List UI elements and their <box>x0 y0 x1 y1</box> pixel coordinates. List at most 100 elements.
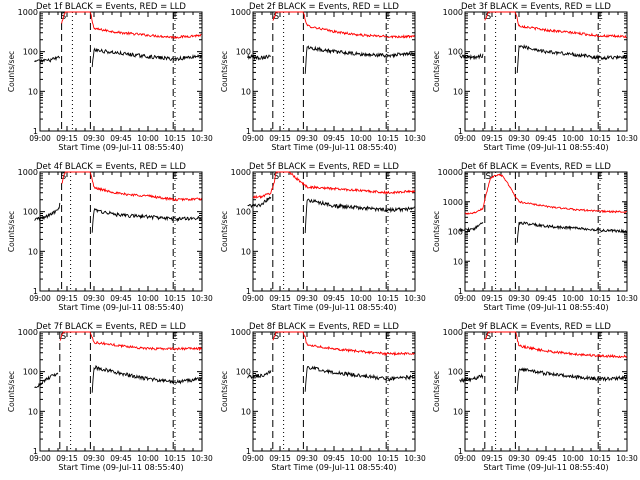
black-series-line <box>34 55 61 65</box>
red-series-line <box>61 171 202 202</box>
x-tick-label: 09:45 <box>535 454 557 463</box>
y-tick-label: 1 <box>246 287 251 296</box>
x-tick-label: 10:30 <box>616 454 638 463</box>
x-tick-label: 10:30 <box>616 294 638 303</box>
panel-title: Det 8f BLACK = Events, RED = LLD <box>249 322 399 332</box>
black-series-line <box>91 207 202 233</box>
y-axis-label: Counts/sec <box>432 211 441 252</box>
x-tick-label: 10:30 <box>191 294 213 303</box>
x-axis-label: Start Time (09-Jul-11 08:55:40) <box>483 463 608 472</box>
x-axis-label: Start Time (09-Jul-11 08:55:40) <box>271 463 396 472</box>
y-tick-label: 1000 <box>231 8 251 17</box>
y-tick-label: 100 <box>236 208 251 217</box>
y-tick-label: 1 <box>458 447 463 456</box>
x-tick-label: 10:15 <box>164 134 186 143</box>
black-series-line <box>516 43 628 73</box>
x-tick-label: 10:30 <box>191 134 213 143</box>
y-tick-label: 1 <box>458 127 463 136</box>
panel-title: Det 3f BLACK = Events, RED = LLD <box>461 2 611 12</box>
x-tick-label: 09:45 <box>110 294 132 303</box>
black-series-line <box>304 198 415 234</box>
x-tick-label: 09:15 <box>56 454 78 463</box>
x-tick-label: 10:15 <box>164 294 186 303</box>
x-tick-label: 10:00 <box>350 294 372 303</box>
x-tick-label: 09:15 <box>269 134 291 143</box>
y-tick-label: 10 <box>28 87 38 96</box>
x-tick-label: 09:15 <box>269 294 291 303</box>
y-tick-label: 10 <box>241 247 251 256</box>
x-tick-label: 10:00 <box>350 454 372 463</box>
x-tick-label: 10:00 <box>137 294 159 303</box>
y-tick-label: 10 <box>241 407 251 416</box>
x-tick-label: 10:15 <box>377 134 399 143</box>
plot-frame <box>39 11 203 132</box>
y-tick-label: 1 <box>246 127 251 136</box>
y-tick-label: 100 <box>448 228 463 237</box>
x-tick-label: 09:15 <box>481 134 503 143</box>
x-tick-label: 10:00 <box>562 454 584 463</box>
black-series-line <box>459 53 484 61</box>
x-tick-label: 09:45 <box>323 134 345 143</box>
start-marker: S <box>486 332 492 342</box>
y-tick-label: 1000 <box>18 168 38 177</box>
x-tick-label: 09:45 <box>535 134 557 143</box>
y-tick-label: 1 <box>33 447 38 456</box>
red-series-line <box>59 331 202 352</box>
panel-title: Det 9f BLACK = Events, RED = LLD <box>461 322 611 332</box>
panel-title: Det 2f BLACK = Events, RED = LLD <box>249 2 399 12</box>
x-tick-label: 09:15 <box>481 294 503 303</box>
x-tick-label: 09:30 <box>508 294 530 303</box>
x-tick-label: 09:30 <box>296 294 318 303</box>
y-axis-label: Counts/sec <box>7 211 16 252</box>
panel-3: Det 3f BLACK = Events, RED = LLD 1 10 100 10… <box>432 2 638 152</box>
x-tick-label: 09:30 <box>296 134 318 143</box>
x-tick-label: 09:00 <box>242 134 264 143</box>
x-tick-label: 10:30 <box>404 134 426 143</box>
black-series-line <box>91 47 203 68</box>
panel-title: Det 1f BLACK = Events, RED = LLD <box>36 2 186 12</box>
y-axis-label: Counts/sec <box>220 211 229 252</box>
y-tick-label: 1 <box>33 127 38 136</box>
panel-6: Det 6f BLACK = Events, RED = LLD 1 10 100 10… <box>432 162 638 312</box>
start-marker: S <box>61 332 67 342</box>
y-tick-label: 1000 <box>443 328 463 337</box>
black-series-line <box>304 45 416 74</box>
y-tick-label: 10000 <box>438 168 463 177</box>
y-axis-label: Counts/sec <box>7 51 16 92</box>
x-tick-label: 10:15 <box>589 294 611 303</box>
start-marker: S <box>274 172 280 182</box>
panel-9: Det 9f BLACK = Events, RED = LLD 1 10 100 10… <box>432 322 638 472</box>
x-tick-label: 10:30 <box>191 454 213 463</box>
panel-4: Det 4f BLACK = Events, RED = LLD 1 10 100 10… <box>7 162 213 312</box>
x-tick-label: 10:15 <box>589 454 611 463</box>
y-tick-label: 1 <box>246 447 251 456</box>
y-tick-label: 1000 <box>443 198 463 207</box>
end-marker: E <box>597 332 603 342</box>
red-series-line <box>464 173 628 215</box>
start-marker: S <box>274 12 280 22</box>
black-series-line <box>34 372 59 388</box>
end-marker: E <box>385 12 391 22</box>
x-axis-label: Start Time (09-Jul-11 08:55:40) <box>58 303 183 312</box>
black-series-line <box>34 202 61 222</box>
x-tick-label: 10:30 <box>404 294 426 303</box>
y-tick-label: 10 <box>453 407 463 416</box>
x-tick-label: 09:15 <box>56 294 78 303</box>
x-tick-label: 09:30 <box>83 454 105 463</box>
panel-title: Det 6f BLACK = Events, RED = LLD <box>461 162 611 172</box>
plot-frame <box>252 11 416 132</box>
y-tick-label: 10 <box>28 247 38 256</box>
y-tick-label: 1000 <box>231 328 251 337</box>
panel-2: Det 2f BLACK = Events, RED = LLD 1 10 100 10… <box>220 2 426 152</box>
x-tick-label: 09:00 <box>242 454 264 463</box>
y-tick-label: 100 <box>23 48 38 57</box>
red-series-line <box>484 11 627 39</box>
panel-8: Det 8f BLACK = Events, RED = LLD 1 10 100 10… <box>220 322 426 472</box>
red-series-line <box>272 11 415 39</box>
x-tick-label: 09:00 <box>454 294 476 303</box>
x-tick-label: 09:15 <box>56 134 78 143</box>
start-marker: S <box>486 172 492 182</box>
black-series-line <box>247 53 272 61</box>
end-marker: E <box>597 172 603 182</box>
